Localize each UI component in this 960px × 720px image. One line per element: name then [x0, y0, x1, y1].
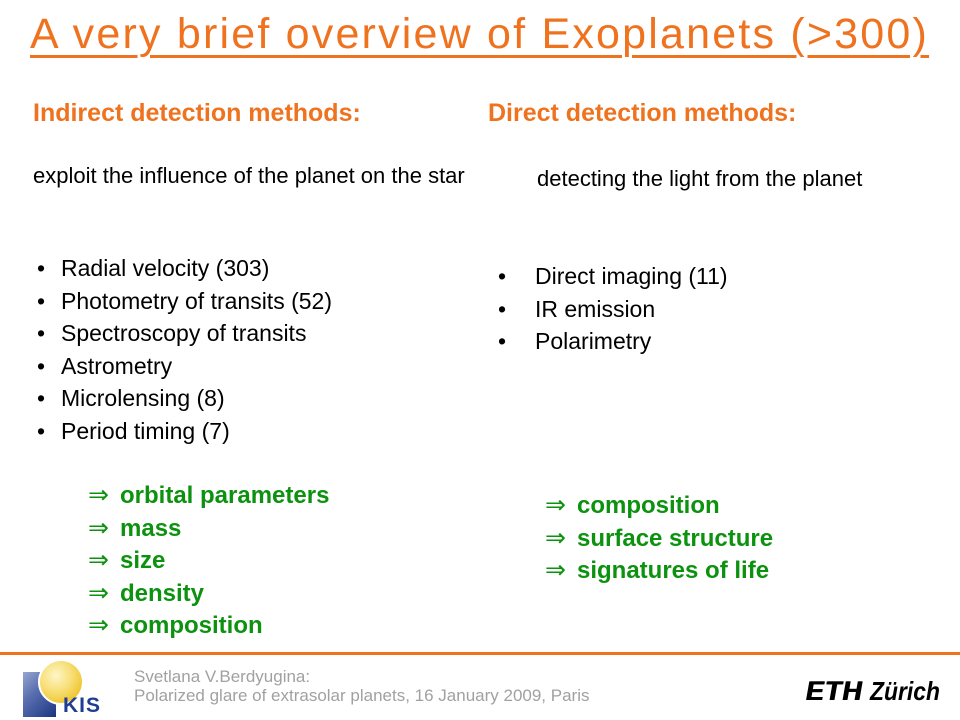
- eth-logo-text: ETH: [803, 676, 866, 706]
- implication-label: composition: [120, 612, 263, 640]
- bullet-icon: •: [498, 263, 507, 289]
- list-item: ⇒ signatures of life: [545, 554, 773, 587]
- bullet-icon: •: [37, 385, 46, 412]
- list-item-label: Photometry of transits (52): [61, 287, 332, 314]
- direct-methods-list: • Direct imaging (11) • IR emission • Po…: [498, 260, 728, 358]
- list-item-label: Period timing (7): [61, 417, 230, 444]
- implies-arrow-icon: ⇒: [545, 522, 566, 552]
- list-item-label: Astrometry: [61, 352, 173, 379]
- list-item-label: Spectroscopy of transits: [61, 320, 307, 347]
- implies-arrow-icon: ⇒: [88, 610, 109, 640]
- implication-label: composition: [577, 492, 720, 519]
- kis-logo-sun-icon: [38, 659, 84, 705]
- footer-divider: [0, 652, 960, 655]
- implication-label: size: [120, 547, 166, 575]
- implies-arrow-icon: ⇒: [88, 577, 109, 607]
- slide-title: A very brief overview of Exoplanets (>30…: [30, 10, 930, 58]
- list-item: ⇒ orbital parameters: [88, 479, 329, 512]
- list-item: ⇒ size: [88, 544, 329, 577]
- right-column-description: detecting the light from the planet: [537, 166, 863, 191]
- author-line: Svetlana V.Berdyugina:: [134, 667, 311, 686]
- bullet-icon: •: [37, 352, 46, 379]
- list-item-label: IR emission: [535, 295, 656, 322]
- bullet-icon: •: [37, 287, 46, 314]
- list-item: • Radial velocity (303): [37, 252, 332, 285]
- list-item-label: Polarimetry: [535, 328, 652, 355]
- list-item: ⇒ composition: [545, 489, 773, 522]
- implication-label: orbital parameters: [120, 482, 330, 509]
- implies-arrow-icon: ⇒: [545, 555, 566, 585]
- bullet-icon: •: [37, 255, 46, 281]
- bullet-icon: •: [37, 417, 46, 444]
- implies-arrow-icon: ⇒: [88, 545, 109, 575]
- implication-label: surface structure: [577, 524, 774, 552]
- list-item: • Polarimetry: [498, 325, 728, 358]
- eth-zurich-logo: ETH Zürich: [803, 676, 949, 707]
- list-item: • IR emission: [498, 293, 728, 326]
- implication-label: mass: [120, 514, 182, 542]
- left-column-description: exploit the influence of the planet on t…: [33, 163, 465, 188]
- list-item-label: Microlensing (8): [61, 385, 225, 412]
- implies-arrow-icon: ⇒: [88, 480, 109, 509]
- footer-credits: Svetlana V.Berdyugina: Polarized glare o…: [134, 667, 590, 705]
- list-item: • Period timing (7): [37, 415, 332, 448]
- talk-title-line: Polarized glare of extrasolar planets, 1…: [134, 685, 590, 705]
- kis-logo: KIS: [22, 659, 128, 720]
- implies-arrow-icon: ⇒: [545, 490, 566, 519]
- direct-implications-list: ⇒ composition ⇒ surface structure ⇒ sign…: [545, 489, 773, 587]
- list-item: • Microlensing (8): [37, 382, 332, 415]
- list-item: ⇒ surface structure: [545, 522, 773, 555]
- right-column-header: Direct detection methods:: [488, 99, 797, 127]
- implies-arrow-icon: ⇒: [88, 512, 109, 542]
- indirect-implications-list: ⇒ orbital parameters ⇒ mass ⇒ size ⇒ den…: [88, 479, 329, 642]
- indirect-methods-list: • Radial velocity (303) • Photometry of …: [37, 252, 332, 448]
- list-item: • Astrometry: [37, 350, 332, 383]
- list-item: • Photometry of transits (52): [37, 285, 332, 318]
- list-item-label: Radial velocity (303): [61, 255, 270, 281]
- bullet-icon: •: [37, 320, 46, 347]
- implication-label: signatures of life: [577, 557, 770, 585]
- list-item: ⇒ mass: [88, 512, 329, 545]
- left-column-header: Indirect detection methods:: [33, 99, 361, 127]
- list-item: • Spectroscopy of transits: [37, 317, 332, 350]
- eth-logo-city-text: Zürich: [870, 676, 940, 706]
- bullet-icon: •: [498, 295, 507, 322]
- bullet-icon: •: [498, 328, 507, 355]
- list-item: ⇒ density: [88, 577, 329, 610]
- kis-logo-text: KIS: [63, 694, 102, 717]
- list-item: ⇒ composition: [88, 609, 329, 642]
- list-item: • Direct imaging (11): [498, 260, 728, 293]
- list-item-label: Direct imaging (11): [535, 263, 728, 289]
- implication-label: density: [120, 579, 205, 607]
